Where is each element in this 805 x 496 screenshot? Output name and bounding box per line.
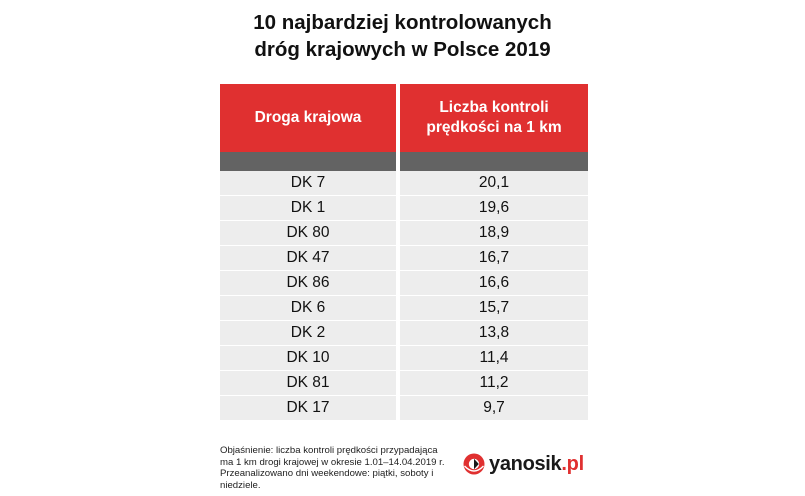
footnote-line-1: Objaśnienie: liczba kontroli prędkości p… bbox=[220, 445, 438, 456]
table-header-band bbox=[220, 152, 588, 171]
cell-road: DK 81 bbox=[220, 371, 400, 396]
yanosik-logo: yanosik.pl bbox=[462, 451, 584, 477]
cell-checks: 9,7 bbox=[400, 396, 588, 421]
footnote: Objaśnienie: liczba kontroli prędkości p… bbox=[220, 445, 450, 491]
table-row: DK 17 9,7 bbox=[220, 396, 588, 421]
yanosik-logo-text: yanosik.pl bbox=[489, 451, 584, 477]
cell-road: DK 7 bbox=[220, 171, 400, 196]
table-header-row: Droga krajowa Liczba kontroli prędkości … bbox=[220, 84, 588, 152]
roads-table: Droga krajowa Liczba kontroli prędkości … bbox=[220, 84, 588, 421]
cell-checks: 11,4 bbox=[400, 346, 588, 371]
cell-checks: 18,9 bbox=[400, 221, 588, 246]
table-row: DK 81 11,2 bbox=[220, 371, 588, 396]
footnote-line-4: niedziele. bbox=[220, 479, 261, 491]
column-header-road-label: Droga krajowa bbox=[254, 109, 362, 126]
table-row: DK 10 11,4 bbox=[220, 346, 588, 371]
cell-checks: 15,7 bbox=[400, 296, 588, 321]
footnote-line-2: ma 1 km drogi krajowej w okresie 1.01–14… bbox=[220, 456, 445, 468]
cell-road: DK 1 bbox=[220, 196, 400, 221]
table-row: DK 6 15,7 bbox=[220, 296, 588, 321]
column-header-checks: Liczba kontroli prędkości na 1 km bbox=[400, 84, 588, 152]
yanosik-logo-accent: .pl bbox=[561, 453, 584, 475]
column-header-checks-line-2: prędkości na 1 km bbox=[426, 119, 562, 136]
cell-road: DK 17 bbox=[220, 396, 400, 421]
cell-checks: 16,6 bbox=[400, 271, 588, 296]
cell-road: DK 6 bbox=[220, 296, 400, 321]
header-band-right bbox=[400, 152, 588, 171]
cell-road: DK 86 bbox=[220, 271, 400, 296]
cell-checks: 16,7 bbox=[400, 246, 588, 271]
yanosik-logo-icon bbox=[463, 453, 485, 475]
cell-road: DK 47 bbox=[220, 246, 400, 271]
cell-checks: 20,1 bbox=[400, 171, 588, 196]
cell-checks: 11,2 bbox=[400, 371, 588, 396]
chart-title-line-1: 10 najbardziej kontrolowanych bbox=[253, 11, 552, 34]
table-row: DK 86 16,6 bbox=[220, 271, 588, 296]
cell-checks: 13,8 bbox=[400, 321, 588, 346]
yanosik-logo-main: yanosik bbox=[489, 453, 562, 475]
column-header-road: Droga krajowa bbox=[220, 84, 400, 152]
cell-road: DK 10 bbox=[220, 346, 400, 371]
table-row: DK 2 13,8 bbox=[220, 321, 588, 346]
column-header-checks-line-1: Liczba kontroli bbox=[439, 99, 549, 116]
chart-title: 10 najbardziej kontrolowanych dróg krajo… bbox=[0, 9, 805, 63]
table-row: DK 1 19,6 bbox=[220, 196, 588, 221]
cell-checks: 19,6 bbox=[400, 196, 588, 221]
header-band-left bbox=[220, 152, 400, 171]
cell-road: DK 80 bbox=[220, 221, 400, 246]
table-row: DK 80 18,9 bbox=[220, 221, 588, 246]
table-row: DK 47 16,7 bbox=[220, 246, 588, 271]
table-row: DK 7 20,1 bbox=[220, 171, 588, 196]
footnote-line-3: Przeanalizowano dni weekendowe: piątki, … bbox=[220, 468, 434, 479]
cell-road: DK 2 bbox=[220, 321, 400, 346]
table-body: DK 7 20,1 DK 1 19,6 DK 80 18,9 DK 47 16,7 DK 86 1… bbox=[220, 171, 588, 421]
chart-title-line-2: dróg krajowych w Polsce 2019 bbox=[254, 38, 551, 61]
